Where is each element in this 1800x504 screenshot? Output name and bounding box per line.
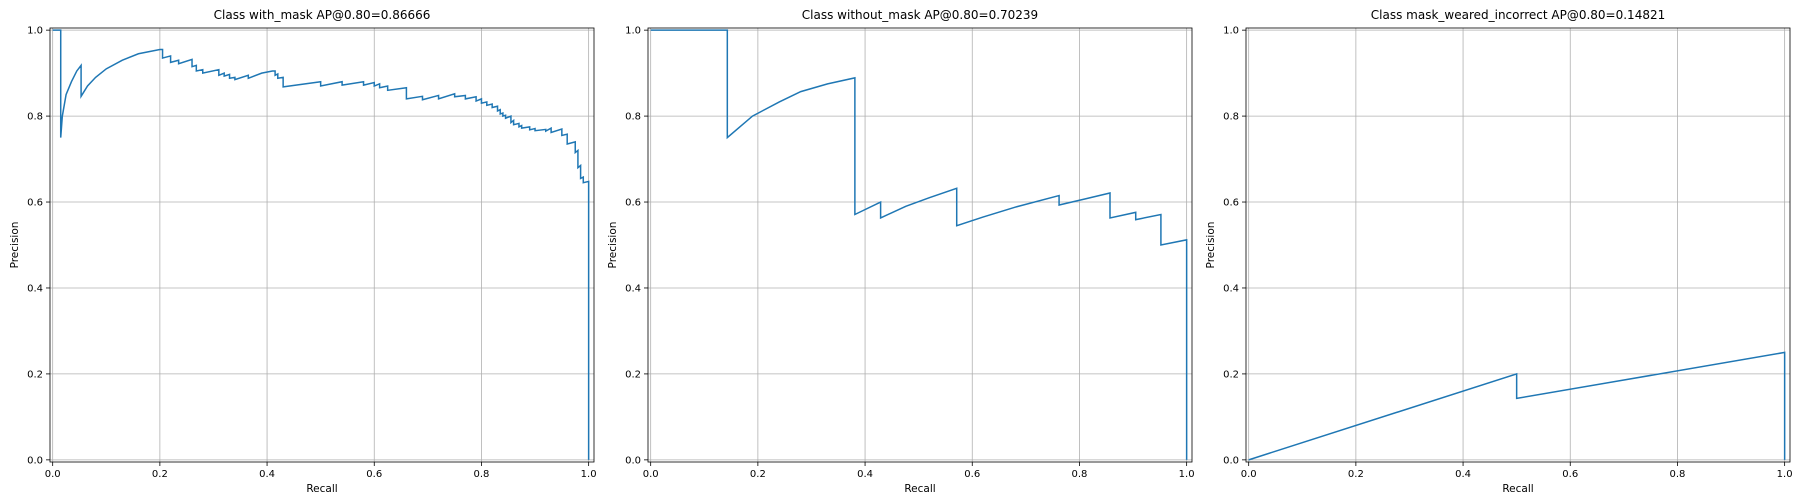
y-tick-label: 0.6 (625, 198, 641, 209)
plot-frame (1245, 27, 1791, 463)
x-tick-label: 0.8 (1669, 469, 1685, 480)
y-tick-label: 0.8 (27, 112, 43, 123)
precision-recall-line (650, 29, 1188, 460)
x-tick-label: 0.4 (1455, 469, 1471, 480)
chart-panel-1: 0.0 0.2 0.4 0.6 0.8 1.0 0.0 0.2 0.4 0.6 0.8 1.0 Clas… (9, 8, 597, 495)
y-tick-label: 0.4 (625, 283, 641, 294)
x-axis-label: Recall (306, 483, 337, 495)
x-tick-label: 0.2 (750, 469, 766, 480)
x-tick-label: 1.0 (1179, 469, 1195, 480)
x-tick-label: 0.8 (1071, 469, 1087, 480)
x-tick-label: 0.4 (857, 469, 873, 480)
x-tick-label: 1.0 (1777, 469, 1793, 480)
y-tick-label: 0.4 (1223, 283, 1239, 294)
x-tick-label: 0.8 (473, 469, 489, 480)
y-tick-label: 1.0 (625, 26, 641, 37)
x-tick-label: 1.0 (581, 469, 597, 480)
plot-frame (49, 27, 595, 463)
y-tick-label: 0.6 (1223, 198, 1239, 209)
y-tick-label: 0.0 (27, 455, 43, 466)
chart-panel-3: 0.0 0.2 0.4 0.6 0.8 1.0 0.0 0.2 0.4 0.6 0.8 1.0 Clas… (1205, 8, 1793, 495)
x-tick-label: 0.6 (964, 469, 980, 480)
y-tick-label: 0.8 (1223, 112, 1239, 123)
y-tick-label: 0.0 (625, 455, 641, 466)
y-axis-label: Precision (607, 222, 619, 269)
chart-panel-2: 0.0 0.2 0.4 0.6 0.8 1.0 0.0 0.2 0.4 0.6 0.8 1.0 Clas… (607, 8, 1195, 495)
x-tick-label: 0.0 (45, 469, 61, 480)
x-axis-label: Recall (1502, 483, 1533, 495)
y-tick-label: 1.0 (1223, 26, 1239, 37)
y-tick-label: 0.2 (1223, 369, 1239, 380)
x-tick-label: 0.4 (259, 469, 275, 480)
x-tick-label: 0.0 (1241, 469, 1257, 480)
y-tick-label: 0.0 (1223, 455, 1239, 466)
y-axis-label: Precision (1205, 222, 1217, 269)
x-tick-label: 0.6 (366, 469, 382, 480)
chart-title: Class with_mask AP@0.80=0.86666 (214, 8, 431, 22)
x-axis-label: Recall (904, 483, 935, 495)
y-tick-label: 0.6 (27, 198, 43, 209)
y-axis-label: Precision (9, 222, 21, 269)
precision-recall-line (1248, 351, 1786, 461)
y-tick-label: 0.4 (27, 283, 43, 294)
x-tick-label: 0.0 (643, 469, 659, 480)
chart-title: Class mask_weared_incorrect AP@0.80=0.14… (1371, 8, 1665, 22)
precision-recall-line (52, 29, 590, 460)
y-tick-label: 1.0 (27, 26, 43, 37)
x-tick-label: 0.6 (1562, 469, 1578, 480)
y-tick-label: 0.2 (27, 369, 43, 380)
chart-title: Class without_mask AP@0.80=0.70239 (802, 8, 1038, 22)
y-tick-label: 0.8 (625, 112, 641, 123)
x-tick-label: 0.2 (1348, 469, 1364, 480)
plot-frame (647, 27, 1193, 463)
y-tick-label: 0.2 (625, 369, 641, 380)
x-tick-label: 0.2 (152, 469, 168, 480)
